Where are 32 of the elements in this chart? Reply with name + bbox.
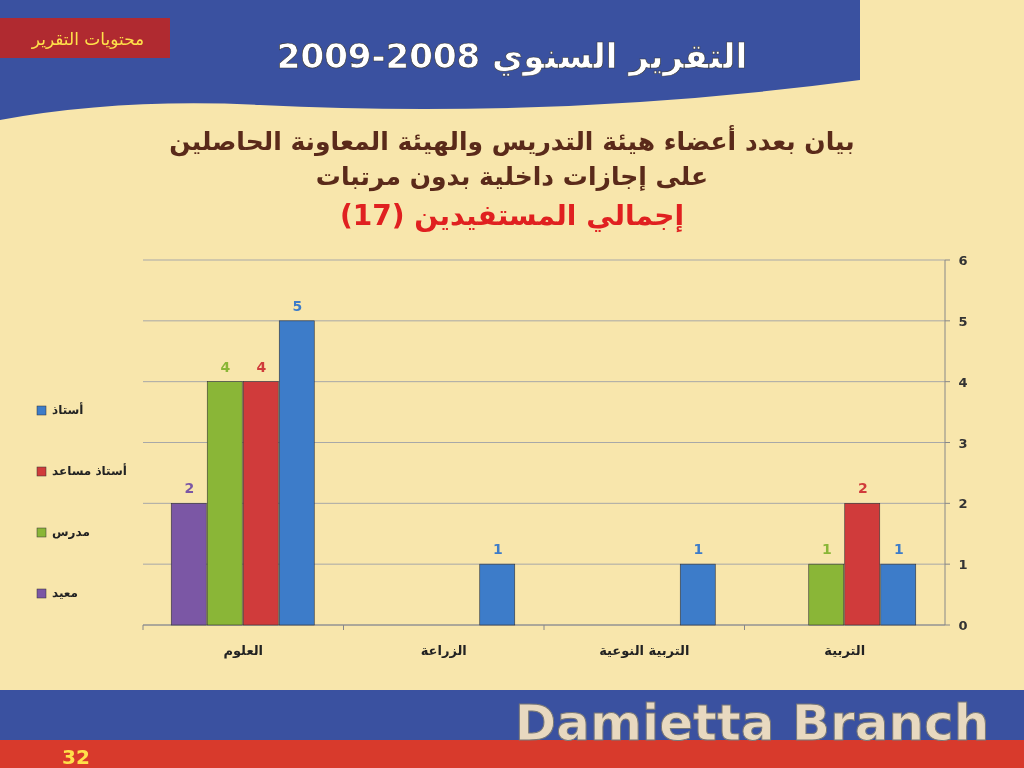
y-tick-label: 0 <box>958 618 968 633</box>
legend-label: أستاذ <box>52 402 84 417</box>
y-tick-label: 3 <box>958 435 968 451</box>
chart-subtitle: بيان بعدد أعضاء هيئة التدريس والهيئة المعاونة الحاصلين على إجازات داخلية بدون مرتبات <box>169 125 855 192</box>
text: 32 <box>62 745 90 768</box>
text: محتويات التقرير <box>30 29 145 49</box>
data-label: 1 <box>893 541 904 558</box>
x-tick-label: العلوم <box>223 643 264 659</box>
data-label: 2 <box>184 480 195 497</box>
data-label: 4 <box>256 358 267 375</box>
data-label: 1 <box>693 541 704 558</box>
y-tick-label: 2 <box>958 496 968 512</box>
bar <box>479 563 516 626</box>
legend-label: معيد <box>52 586 79 600</box>
x-tick-label: التربية <box>824 643 866 658</box>
chart-title: التقرير السنوي 2008-2009 <box>276 36 748 77</box>
x-tick-label: الزراعة <box>420 643 467 658</box>
y-tick-label: 1 <box>958 557 968 573</box>
x-tick-label: التربية النوعية <box>599 643 690 658</box>
data-label: 1 <box>821 541 832 558</box>
legend-label: أستاذ مساعد <box>52 463 127 478</box>
data-label: 2 <box>857 480 868 497</box>
data-label: 5 <box>292 297 303 314</box>
y-tick-label: 6 <box>958 253 968 268</box>
data-label: 4 <box>220 358 231 375</box>
legend-label: مدرس <box>52 525 90 539</box>
text: Damietta Branch <box>514 694 990 752</box>
y-tick-label: 5 <box>958 313 968 329</box>
bar <box>679 563 716 626</box>
text: إجمالي المستفيدين (17) <box>339 199 685 233</box>
data-label: 1 <box>492 541 503 558</box>
y-tick-label: 4 <box>958 374 968 390</box>
